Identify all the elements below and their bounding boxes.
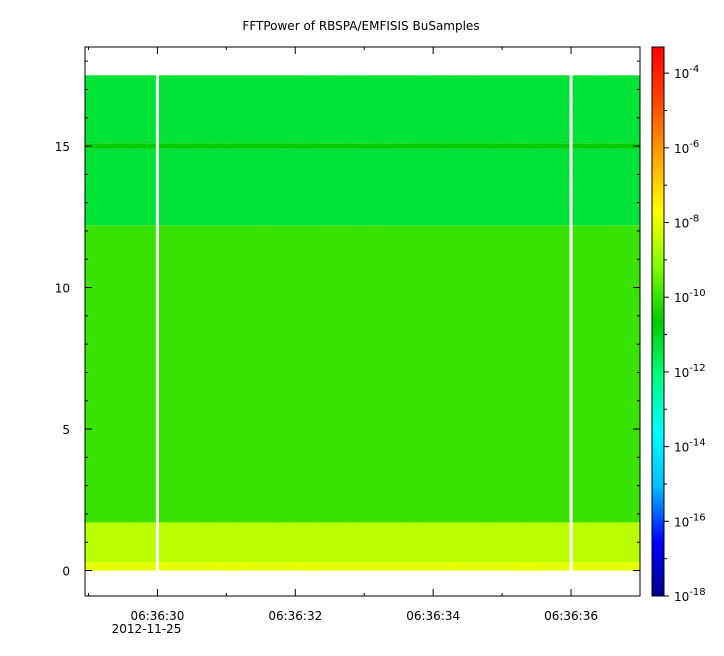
data-gap-0 xyxy=(155,75,159,571)
chart-title: FFTPower of RBSPA/EMFISIS BuSamples xyxy=(242,19,479,33)
plot-area xyxy=(84,46,641,597)
spectrogram-band-2 xyxy=(85,225,640,523)
colorbar-tick-label: 10-4 xyxy=(674,64,699,81)
spectrogram-band-1 xyxy=(85,522,640,563)
spectrogram-band-5 xyxy=(85,75,640,144)
colorbar: 10-4 10-6 10-8 10-10 10-12 10-14 10-16 10-18 xyxy=(651,46,706,604)
colorbar-tick-label: 10-16 xyxy=(674,512,706,529)
colorbar-tick-label: 10-10 xyxy=(674,288,706,305)
x-tick-label: 06:36:34 xyxy=(406,609,460,623)
plot-frame xyxy=(84,46,641,597)
y-axis: 0 5 10 15 xyxy=(55,60,640,579)
y-tick-label: 10 xyxy=(55,282,70,296)
colorbar-gradient xyxy=(651,46,665,597)
spectrogram-band-3 xyxy=(85,148,640,226)
colorbar-tick-label: 10-14 xyxy=(674,438,706,455)
spectrogram-band-4 xyxy=(85,143,640,149)
colorbar-tick-label: 10-12 xyxy=(674,363,706,380)
y-tick-label: 15 xyxy=(55,140,70,154)
y-tick-label: 5 xyxy=(62,423,70,437)
colorbar-tick-label: 10-6 xyxy=(674,139,699,156)
spectrogram-bands xyxy=(85,75,640,571)
x-tick-label: 06:36:30 xyxy=(130,609,184,623)
spectrogram-band-0 xyxy=(85,562,640,571)
colorbar-tick-label: 10-18 xyxy=(674,587,706,604)
colorbar-tick-label: 10-8 xyxy=(674,214,699,231)
data-gap-1 xyxy=(569,75,573,571)
x-tick-label: 06:36:36 xyxy=(544,609,598,623)
x-tick-sublabel: 2012-11-25 xyxy=(112,622,182,636)
y-tick-label: 0 xyxy=(62,565,70,579)
x-tick-label: 06:36:32 xyxy=(268,609,322,623)
